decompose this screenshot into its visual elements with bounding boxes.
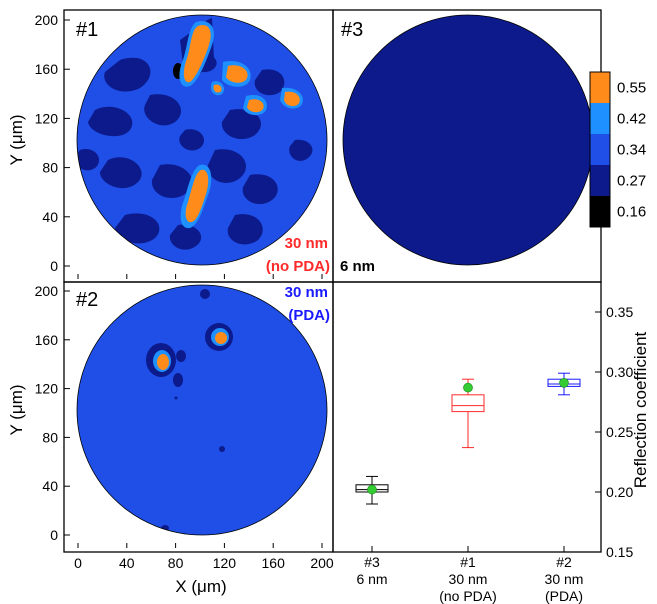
box-category-label: 30 nm <box>545 571 584 587</box>
panel-1-label: #1 <box>76 19 98 41</box>
xlabel-panel-2: X (μm) <box>175 577 226 596</box>
x-tick-label: 160 <box>262 555 286 571</box>
map-panel-2 <box>76 284 328 536</box>
panel-3-label: #3 <box>341 19 363 41</box>
colorbar-segment <box>590 72 610 103</box>
colorbar-level-label: 0.42 <box>617 111 646 128</box>
box-y-tick-label: 0.35 <box>606 304 633 320</box>
y-tick-label: 0 <box>50 258 58 274</box>
box-mean-marker <box>463 382 473 393</box>
x-tick-label: 120 <box>213 555 237 571</box>
colorbar: 0.55 0.42 0.34 0.27 0.16 <box>589 71 646 228</box>
sample-label-2-line2: (PDA) <box>288 307 330 324</box>
colorbar-segment <box>590 103 610 134</box>
axis-ticks-panel-1: 0 40 80 120 160 200 <box>35 12 323 279</box>
x-tick-label: 0 <box>74 555 82 571</box>
colorbar-segment <box>590 134 610 165</box>
y-tick-label: 40 <box>42 209 58 225</box>
box-category-label: #3 <box>364 554 380 570</box>
y-tick-label: 40 <box>42 478 58 494</box>
box-category-label: 30 nm <box>449 571 488 587</box>
map-3-disk <box>342 14 594 266</box>
box-category-label: #1 <box>460 554 476 570</box>
ylabel-panel-1: Y (μm) <box>7 114 26 165</box>
y-tick-label: 120 <box>35 110 59 126</box>
map-panel-3 <box>342 14 594 266</box>
axis-ticks-panel-2: 0 40 80 120 160 200 0 40 80 120 160 200 <box>35 283 334 571</box>
map-1-dark-regions <box>77 54 313 261</box>
box-category-label: (PDA) <box>545 588 583 604</box>
y-tick-label: 160 <box>35 332 59 348</box>
colorbar-border <box>589 71 611 228</box>
box-mean-marker <box>559 377 569 388</box>
map-2-orange-hotspots <box>157 332 227 370</box>
y-tick-label: 120 <box>35 381 59 397</box>
panel-2-label: #2 <box>76 289 98 311</box>
box-y-tick-label: 0.25 <box>606 424 633 440</box>
box-category-label: 6 nm <box>356 571 387 587</box>
boxplot <box>355 372 581 505</box>
y-tick-label: 80 <box>42 429 58 445</box>
box-mean-marker <box>367 484 377 495</box>
y-tick-label: 160 <box>35 61 59 77</box>
box-y-tick-label: 0.30 <box>606 364 633 380</box>
map-1-orange-hotspots <box>183 24 300 223</box>
box-body <box>451 394 485 413</box>
y-tick-label: 0 <box>50 527 58 543</box>
ylabel-panel-2: Y (μm) <box>7 384 26 435</box>
map-panel-1 <box>76 14 328 266</box>
y-tick-label: 200 <box>35 283 59 299</box>
box-y-axis: 0.15 0.20 0.25 0.30 0.35 <box>595 304 633 560</box>
y-tick-label: 200 <box>35 12 59 28</box>
sample-label-3: 6 nm <box>340 258 375 275</box>
sample-label-1-line2: (no PDA) <box>266 258 330 275</box>
box-category-label: (no PDA) <box>439 588 497 604</box>
sample-label-2-line1: 30 nm <box>285 284 328 301</box>
box-category-label: #2 <box>556 554 572 570</box>
ylabel-box-panel: Reflection coefficient <box>631 331 650 488</box>
colorbar-level-label: 0.34 <box>617 142 646 159</box>
x-tick-label: 40 <box>119 555 135 571</box>
box-panel-frame <box>332 281 602 553</box>
box-x-labels: #36 nm#130 nm(no PDA)#230 nm(PDA) <box>356 546 583 604</box>
colorbar-segment <box>590 165 610 196</box>
x-tick-label: 200 <box>310 555 334 571</box>
box-y-tick-label: 0.20 <box>606 484 633 500</box>
x-tick-label: 80 <box>168 555 184 571</box>
colorbar-level-label: 0.16 <box>617 204 646 221</box>
box-y-tick-label: 0.15 <box>606 544 633 560</box>
colorbar-level-label: 0.55 <box>617 80 646 97</box>
y-tick-label: 80 <box>42 160 58 176</box>
map-2-disk <box>77 285 327 535</box>
colorbar-segment <box>590 196 610 227</box>
sample-label-1-line1: 30 nm <box>285 235 328 252</box>
colorbar-level-label: 0.27 <box>617 173 646 190</box>
